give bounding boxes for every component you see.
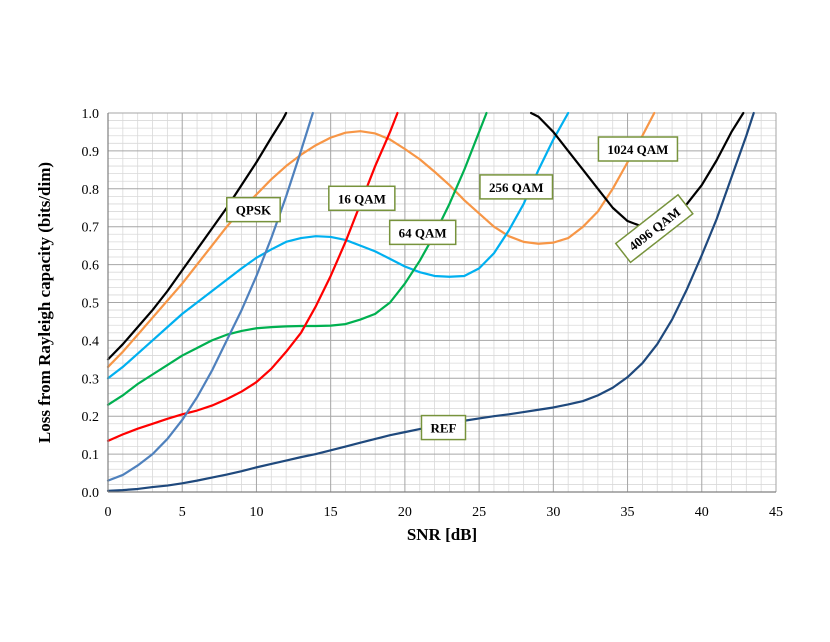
series-label-box	[597, 136, 679, 162]
y-tick-labels: 0.0 0.1 0.2 0.3 0.4 0.5 0.6 0.7 0.8 0.9 1.0	[82, 107, 100, 501]
x-tick-label: 25	[472, 505, 486, 520]
series-line-1024-qam	[106, 111, 399, 442]
series-label-text: 64 QAM	[399, 225, 447, 240]
x-tick-label: 0	[105, 505, 112, 520]
x-tick-label: 15	[324, 505, 338, 520]
y-tick-label: 0.1	[82, 448, 100, 463]
series-label-text: 256 QAM	[489, 180, 544, 195]
x-tick-labels: 0 5 10 15 20 25 30 35 40 45	[105, 505, 784, 520]
y-tick-label: 0.9	[82, 145, 100, 160]
y-tick-label: 0.0	[82, 486, 100, 501]
series-label-box	[226, 196, 281, 223]
series-label-box	[479, 174, 554, 200]
x-tick-label: 45	[769, 505, 783, 520]
y-tick-label: 0.5	[82, 297, 100, 312]
series-label-1024-qam: 1024 QAM	[597, 136, 679, 162]
series-label-box	[614, 193, 694, 264]
series-label-text: QPSK	[236, 203, 272, 218]
series-label-256-qam: 256 QAM	[479, 174, 554, 200]
series-line-unlabeled-6	[529, 111, 745, 228]
y-tick-label: 0.8	[82, 183, 100, 198]
series-label-box	[420, 414, 467, 441]
series-label-text: REF	[430, 421, 456, 436]
series-label-text: 1024 QAM	[607, 142, 668, 157]
series-label-box	[388, 219, 457, 246]
x-tick-label: 35	[621, 505, 635, 520]
x-tick-label: 40	[695, 505, 709, 520]
x-tick-label: 5	[179, 505, 186, 520]
series-line-4096-qam	[106, 111, 314, 482]
series-label-text: 16 QAM	[338, 191, 386, 206]
series-label-ref: REF	[420, 414, 467, 441]
x-tick-label: 20	[398, 505, 412, 520]
y-axis-title: Loss from Rayleigh capacity (bits/dim)	[35, 162, 54, 443]
series-label-64-qam: 64 QAM	[388, 219, 457, 246]
series-label-16-qam: 16 QAM	[328, 185, 396, 212]
y-tick-label: 0.4	[82, 334, 100, 349]
y-tick-label: 1.0	[82, 107, 100, 122]
y-tick-label: 0.6	[82, 259, 100, 274]
series-label-qpsk: QPSK	[226, 196, 281, 223]
y-tick-label: 0.3	[82, 372, 100, 387]
y-tick-label: 0.7	[82, 221, 100, 236]
x-tick-label: 10	[249, 505, 263, 520]
series-label-box	[328, 185, 396, 212]
series-line-qpsk	[106, 111, 288, 361]
x-tick-label: 30	[546, 505, 560, 520]
series-line-16-qam	[106, 111, 656, 369]
x-axis-title: SNR [dB]	[407, 525, 477, 544]
series-line-64-qam	[106, 111, 570, 380]
y-tick-label: 0.2	[82, 410, 100, 425]
axes	[107, 113, 776, 493]
